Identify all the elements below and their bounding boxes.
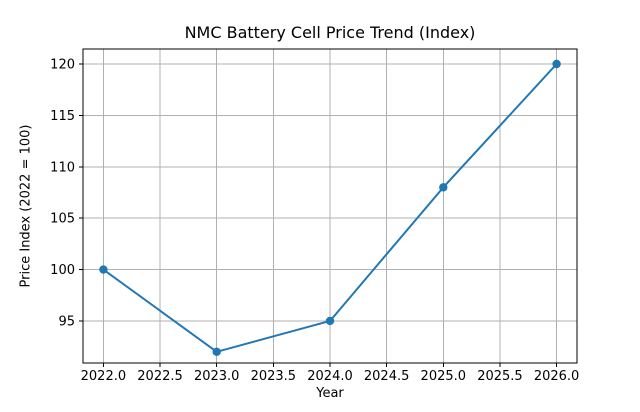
x-tick-label: 2024.5 bbox=[364, 369, 410, 384]
data-point bbox=[552, 59, 561, 69]
data-point bbox=[212, 347, 221, 356]
x-axis-label: Year bbox=[316, 386, 344, 401]
y-tick-label: 95 bbox=[58, 314, 75, 329]
chart-title: NMC Battery Cell Price Trend (Index) bbox=[184, 23, 476, 42]
x-tick-label: 2023.5 bbox=[251, 369, 297, 384]
x-tick-label: 2026.0 bbox=[534, 369, 580, 384]
y-tick-label: 105 bbox=[50, 212, 75, 227]
y-tick-label: 110 bbox=[50, 160, 75, 175]
data-point bbox=[99, 265, 108, 274]
data-point bbox=[439, 183, 448, 192]
x-tick-label: 2024.0 bbox=[307, 369, 353, 384]
data-point bbox=[325, 316, 335, 326]
x-tick-label: 2022.5 bbox=[137, 369, 183, 384]
x-tick-label: 2025.0 bbox=[421, 369, 467, 384]
x-tick-label: 2025.5 bbox=[477, 369, 523, 384]
y-tick-label: 100 bbox=[50, 263, 75, 278]
y-axis-label: Price Index (2022 = 100) bbox=[18, 124, 34, 288]
x-tick-label: 2022.0 bbox=[81, 369, 127, 384]
y-tick-label: 115 bbox=[50, 109, 75, 124]
x-tick-label: 2023.0 bbox=[194, 369, 240, 384]
y-tick-label: 120 bbox=[50, 58, 75, 73]
